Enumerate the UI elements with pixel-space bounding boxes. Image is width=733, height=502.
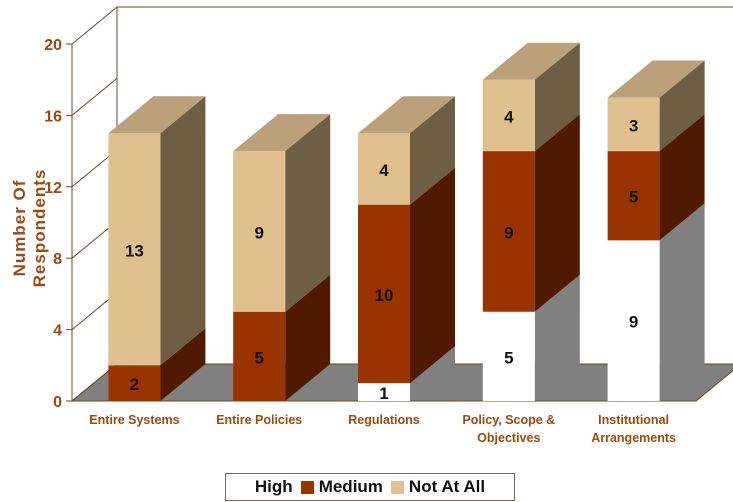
legend-item-medium: Medium	[300, 477, 383, 497]
bar-segment-not-at-all	[358, 133, 410, 205]
bar-top	[108, 96, 206, 134]
bar-segment-high	[358, 383, 410, 401]
y-tick-label: 0	[53, 394, 62, 411]
bar-segment-high-side	[534, 274, 580, 401]
bar-top	[482, 42, 580, 80]
bar-stack: 5 9 4	[482, 42, 580, 401]
bar-segment-medium-side	[410, 167, 455, 384]
data-label: 5	[504, 348, 513, 367]
y-tick-label: 4	[53, 323, 62, 340]
bar-stack: 9 5 3	[607, 60, 705, 401]
data-label: 5	[629, 188, 638, 207]
bar-segment-not-at-all	[108, 133, 161, 366]
bar-top	[607, 60, 705, 98]
data-label: 1	[379, 384, 388, 403]
x-tick-label-line: Entire Policies	[216, 413, 302, 427]
y-axis-title: Number Of Respondents	[10, 168, 49, 288]
bar-segment-medium	[108, 365, 161, 401]
legend-label-medium: Medium	[318, 477, 383, 496]
data-label: 10	[375, 286, 394, 305]
data-label: 5	[254, 348, 263, 367]
x-tick-label: Policy, Scope & Objectives	[462, 413, 555, 445]
y-axis-ticks: 0 4 8 12 16 20	[44, 6, 118, 411]
bar-segment-not-at-all-side	[285, 114, 331, 312]
x-tick-label: Regulations	[348, 413, 420, 427]
bar-segment-medium-side	[285, 274, 331, 401]
legend-label-not-at-all: Not At All	[408, 477, 486, 496]
x-tick-label: Institutional Arrangements	[591, 413, 676, 445]
bar-segment-medium	[358, 204, 410, 384]
bar-segment-medium	[482, 151, 535, 312]
data-label: 9	[254, 223, 263, 242]
data-label: 9	[629, 313, 638, 332]
x-tick-label-line: Regulations	[348, 413, 420, 427]
y-tick-label: 20	[44, 37, 62, 54]
bar-segment-not-at-all-side	[410, 96, 455, 205]
legend-item-high: High	[255, 477, 293, 497]
bar-segment-high-side	[410, 346, 455, 401]
bar-segment-medium	[233, 311, 286, 401]
y-tick-depth-line	[71, 78, 118, 116]
bar-segment-medium	[607, 151, 660, 241]
bar-segment-high	[607, 240, 660, 401]
bar-segment-medium-side	[659, 114, 705, 241]
x-tick-label-line: Institutional	[598, 413, 669, 427]
x-tick-label-line: Objectives	[477, 431, 540, 445]
x-tick-label-line: Arrangements	[591, 431, 676, 445]
bar-segment-not-at-all	[607, 97, 660, 152]
data-label: 4	[379, 161, 389, 180]
bar-segment-not-at-all	[482, 79, 535, 152]
bar-segment-medium-side	[534, 114, 580, 312]
bar-top	[358, 96, 455, 134]
bar-segment-medium-side	[160, 328, 206, 401]
legend-label-high: High	[254, 477, 293, 496]
data-label: 9	[504, 223, 513, 242]
y-tick-label: 16	[44, 108, 62, 125]
legend-item-not-at-all: Not At All	[390, 477, 486, 497]
bar-stack: 2 13	[108, 96, 206, 401]
bar-segment-not-at-all-side	[160, 96, 206, 366]
bar-segment-not-at-all	[233, 151, 286, 312]
bar-segment-high-side	[659, 203, 705, 401]
x-tick-label: Entire Systems	[89, 413, 179, 427]
x-tick-label: Entire Policies	[216, 413, 302, 427]
x-axis-labels: Entire Systems Entire Policies Regulations…	[89, 413, 676, 445]
bar-segment-high	[482, 311, 535, 401]
bar-segment-not-at-all-side	[534, 42, 580, 152]
x-tick-label-line: Entire Systems	[89, 413, 179, 427]
bar-stack: 1 10 4	[358, 96, 455, 403]
y-tick-label: 8	[53, 251, 62, 268]
data-label: 4	[504, 107, 514, 126]
bar-stack: 59	[233, 114, 331, 401]
y-tick-label: 12	[44, 180, 62, 197]
legend: High Medium Not At All	[225, 473, 515, 501]
bar-top	[233, 114, 331, 152]
legend-swatch-not-at-all	[390, 480, 404, 494]
bar-segment-not-at-all-side	[659, 60, 705, 152]
y-tick-depth-line	[71, 6, 118, 45]
x-tick-label-line: Policy, Scope &	[462, 413, 555, 427]
legend-swatch-medium	[300, 480, 314, 494]
data-label: 2	[130, 375, 139, 394]
data-label: 13	[125, 241, 144, 260]
data-label: 3	[629, 116, 638, 135]
